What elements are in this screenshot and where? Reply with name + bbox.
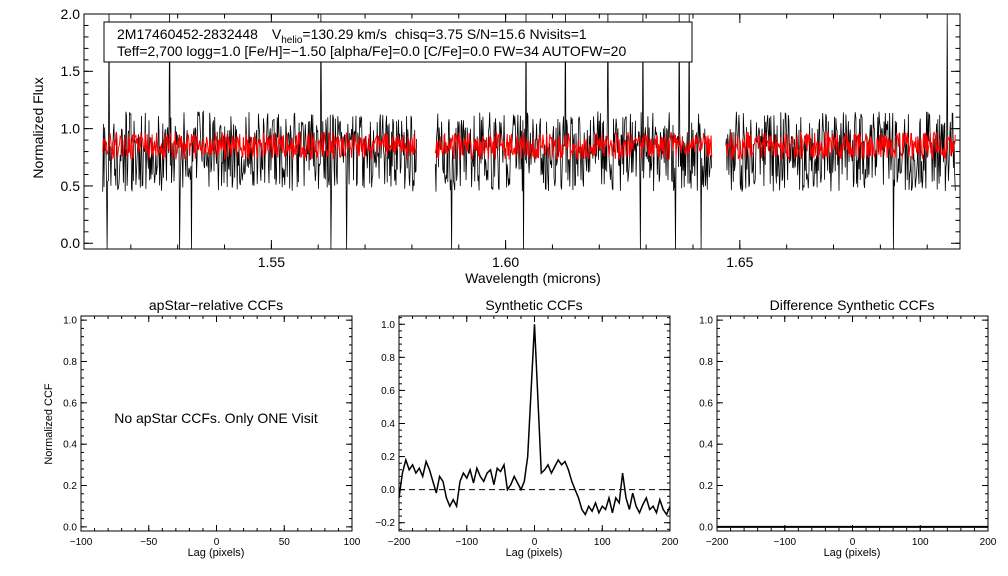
- synthetic-ccf-x-tick-label: 0: [532, 537, 538, 548]
- spectrum-y-axis-label: Normalized Flux: [30, 77, 46, 178]
- spectrum-curves: [102, 13, 956, 250]
- spectrum-x-axis-label: Wavelength (microns): [465, 270, 601, 286]
- difference-ccf-panel: −200 −100 0 100 200 0.0 0.2 0.4 0.6 0.8 1.0 Differ…: [699, 297, 997, 559]
- synthetic-ccf-curves: [398, 324, 671, 517]
- synthetic-ccf-y-tick-label: 0.6: [381, 386, 395, 397]
- synthetic-ccf-panel: −200 −100 0 100 200 −0.2 0.0 0.2 0.4 0.6 0.8 1.0 Sy…: [375, 297, 679, 559]
- synthetic-ccf-y-tick-label: 0.8: [381, 353, 395, 364]
- apstar-ccf-x-tick-label: −50: [140, 537, 157, 548]
- no-ccf-message: No apStar CCFs. Only ONE Visit: [114, 410, 318, 426]
- spectrum-annotation-box: [103, 21, 693, 63]
- difference-ccf-y-tick-label: 0.0: [699, 522, 713, 533]
- spectrum-y-tick-label: 0.5: [61, 178, 81, 194]
- difference-ccf-y-tick-label: 1.0: [699, 316, 713, 327]
- synthetic-ccf-y-tick-label: 0.0: [381, 485, 395, 496]
- spectrum-axis-ticks: 1.55 1.60 1.65 0.0 0.5 1.0 1.5 2.0: [61, 6, 960, 270]
- apstar-ccf-y-axis-label: Normalized CCF: [43, 383, 55, 465]
- spectrum-x-tick-label: 1.60: [492, 254, 519, 270]
- difference-ccf-y-tick-label: 0.8: [699, 357, 713, 368]
- apstar-ccf-y-tick-label: 0.4: [63, 440, 77, 451]
- star-id: 2M17460452-2832448: [117, 26, 258, 42]
- difference-ccf-x-tick-label: −200: [706, 537, 729, 548]
- spectrum-panel: 1.55 1.60 1.65 0.0 0.5 1.0 1.5 2.0 Wavelength (…: [30, 6, 961, 286]
- apstar-ccf-x-tick-label: 100: [344, 537, 361, 548]
- synthetic-ccf-y-tick-label: 1.0: [381, 320, 395, 331]
- observed-spectrum-line: [102, 13, 956, 250]
- stellar-parameters: Teff=2,700 logg=1.0 [Fe/H]=−1.50 [alpha/…: [117, 43, 626, 59]
- difference-ccf-axis-ticks: −200 −100 0 100 200 0.0 0.2 0.4 0.6 0.8 1.0: [699, 316, 997, 548]
- velocity-prefix: V: [272, 26, 282, 42]
- fit-stats: chisq=3.75 S/N=15.6 Nvisits=1: [395, 26, 587, 42]
- difference-ccf-x-tick-label: 0: [850, 537, 856, 548]
- spectrum-y-tick-label: 1.0: [61, 121, 81, 137]
- synthetic-ccf-y-tick-label: −0.2: [375, 518, 395, 529]
- spectrum-plot-frame: [83, 13, 961, 250]
- apstar-ccf-y-tick-label: 1.0: [63, 316, 77, 327]
- apstar-ccf-x-tick-label: 0: [214, 537, 220, 548]
- difference-ccf-y-tick-label: 0.6: [699, 398, 713, 409]
- model-spectrum-line: [102, 130, 956, 161]
- difference-ccf-title: Difference Synthetic CCFs: [770, 297, 935, 313]
- difference-ccf-y-tick-label: 0.2: [699, 481, 713, 492]
- synthetic-ccf-y-tick-label: 0.4: [381, 419, 395, 430]
- synthetic-ccf-title: Synthetic CCFs: [485, 297, 582, 313]
- spectrum-y-tick-label: 0.0: [61, 235, 81, 251]
- difference-ccf-x-tick-label: −100: [773, 537, 796, 548]
- spectrum-y-tick-label: 1.5: [61, 63, 81, 79]
- spectrum-x-tick-label: 1.65: [726, 254, 753, 270]
- apstar-ccf-y-tick-label: 0.0: [63, 522, 77, 533]
- synthetic-ccf-line: [398, 324, 671, 517]
- difference-ccf-frame: [716, 315, 989, 532]
- synthetic-ccf-y-tick-label: 0.2: [381, 452, 395, 463]
- difference-ccf-x-tick-label: 100: [912, 537, 929, 548]
- synthetic-ccf-x-axis-label: Lag (pixels): [506, 547, 563, 559]
- apstar-ccf-panel: −100 −50 0 50 100 0.0 0.2 0.4 0.6 0.8 1.0 apStar−r…: [43, 297, 361, 559]
- spectrum-x-tick-label: 1.55: [258, 254, 285, 270]
- apstar-ccf-title: apStar−relative CCFs: [149, 297, 283, 313]
- velocity-value: =130.29 km/s: [302, 26, 386, 42]
- apstar-ccf-x-axis-label: Lag (pixels): [188, 547, 245, 559]
- velocity-subscript: helio: [281, 35, 303, 46]
- apstar-ccf-y-tick-label: 0.8: [63, 357, 77, 368]
- apstar-ccf-x-tick-label: 50: [279, 537, 291, 548]
- difference-ccf-x-axis-label: Lag (pixels): [824, 547, 881, 559]
- synthetic-ccf-x-tick-label: 200: [662, 537, 679, 548]
- spectrum-annotation-line1: 2M17460452-2832448 Vhelio=130.29 km/s chis…: [117, 26, 587, 46]
- apstar-ccf-y-tick-label: 0.6: [63, 398, 77, 409]
- synthetic-ccf-x-tick-label: −200: [388, 537, 411, 548]
- synthetic-ccf-frame: [398, 315, 671, 532]
- apstar-ccf-y-tick-label: 0.2: [63, 481, 77, 492]
- apstar-ccf-x-tick-label: −100: [70, 537, 93, 548]
- difference-ccf-y-tick-label: 0.4: [699, 440, 713, 451]
- apstar-ccf-axis-ticks: −100 −50 0 50 100 0.0 0.2 0.4 0.6 0.8 1.0: [63, 316, 361, 548]
- spectrum-y-tick-label: 2.0: [61, 6, 81, 22]
- difference-ccf-x-tick-label: 200: [980, 537, 997, 548]
- synthetic-ccf-x-tick-label: −100: [455, 537, 478, 548]
- synthetic-ccf-axis-ticks: −200 −100 0 100 200 −0.2 0.0 0.2 0.4 0.6 0.8 1.0: [375, 316, 679, 548]
- synthetic-ccf-x-tick-label: 100: [594, 537, 611, 548]
